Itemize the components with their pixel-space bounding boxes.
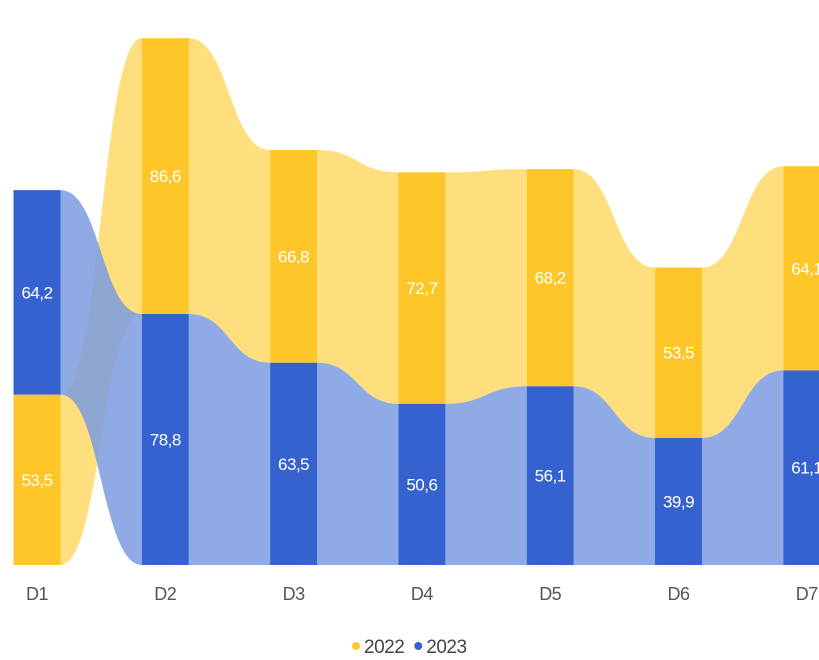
value-label-2022-D4: 72,7 xyxy=(406,279,437,298)
ribbon-2022-D4-D5 xyxy=(445,169,527,404)
value-label-2023-D2: 78,8 xyxy=(150,431,181,450)
ribbon-2023-D2-D3 xyxy=(188,314,271,565)
value-label-2022-D7: 64,1 xyxy=(791,259,819,278)
legend-label-2023[interactable]: 2023 xyxy=(426,637,467,658)
value-label-2023-D5: 56,1 xyxy=(535,467,566,486)
category-axis: D1 D2 D3 D4 D5 D6 D7 xyxy=(26,584,819,604)
legend-label-2022[interactable]: 2022 xyxy=(364,637,405,658)
value-label-2023-D6: 39,9 xyxy=(663,492,694,511)
ribbon-2022-D3-D4 xyxy=(317,149,399,404)
value-label-2023-D4: 50,6 xyxy=(406,475,437,494)
bar-2023-D3[interactable] xyxy=(270,362,318,565)
bar-2022-D6[interactable] xyxy=(655,267,702,438)
ribbons-layer xyxy=(60,38,784,566)
bar-2023-D2[interactable] xyxy=(141,314,189,565)
value-labels-layer: 53,5 64,2 86,6 78,8 66,8 63,5 72,7 50,6 68,2 56,1… xyxy=(21,167,819,511)
category-label-D5: D5 xyxy=(539,584,561,604)
legend-marker-2023 xyxy=(414,642,423,650)
ribbon-2022-D2-D3 xyxy=(188,38,271,363)
ribbon-2022-D5-D6 xyxy=(573,169,655,438)
bar-2023-D1[interactable] xyxy=(13,190,61,395)
category-label-D6: D6 xyxy=(667,584,689,604)
value-label-2022-D6: 53,5 xyxy=(663,344,694,363)
legend-marker-2022 xyxy=(352,642,360,650)
value-label-2023-D3: 63,5 xyxy=(278,455,309,474)
bar-2022-D1[interactable] xyxy=(13,394,61,565)
category-label-D7: D7 xyxy=(796,584,818,604)
ribbon-2023-D5-D6 xyxy=(573,386,655,565)
category-label-D1: D1 xyxy=(26,584,48,604)
bar-2023-D7[interactable] xyxy=(783,370,819,565)
ribbon-2023-D4-D5 xyxy=(445,386,527,565)
ribbon-2022-D6-D7 xyxy=(702,166,784,438)
bar-2023-D5[interactable] xyxy=(526,386,574,565)
bar-2022-D7[interactable] xyxy=(783,166,819,371)
ribbon-2023-D3-D4 xyxy=(317,362,399,565)
bar-2023-D4[interactable] xyxy=(398,403,446,565)
value-label-2022-D1: 53,5 xyxy=(21,471,52,490)
bar-2022-D5[interactable] xyxy=(526,169,574,387)
category-label-D2: D2 xyxy=(154,584,176,604)
bar-2023-D6[interactable] xyxy=(655,437,702,565)
ribbon-2023-D6-D7 xyxy=(702,370,784,565)
value-label-2023-D7: 61,1 xyxy=(791,459,819,478)
bar-2022-D2[interactable] xyxy=(141,38,189,315)
category-label-D3: D3 xyxy=(283,584,305,604)
bar-2022-D3[interactable] xyxy=(270,149,318,363)
legend: 2022 2023 xyxy=(352,637,467,658)
value-label-2022-D2: 86,6 xyxy=(150,167,181,186)
value-label-2023-D1: 64,2 xyxy=(21,283,52,302)
ribbon-2023-D1-D2 xyxy=(60,190,142,566)
category-label-D4: D4 xyxy=(411,584,433,604)
value-label-2022-D5: 68,2 xyxy=(535,269,566,288)
bars-layer xyxy=(13,38,819,565)
value-label-2022-D3: 66,8 xyxy=(278,247,309,266)
bar-2022-D4[interactable] xyxy=(398,172,446,404)
